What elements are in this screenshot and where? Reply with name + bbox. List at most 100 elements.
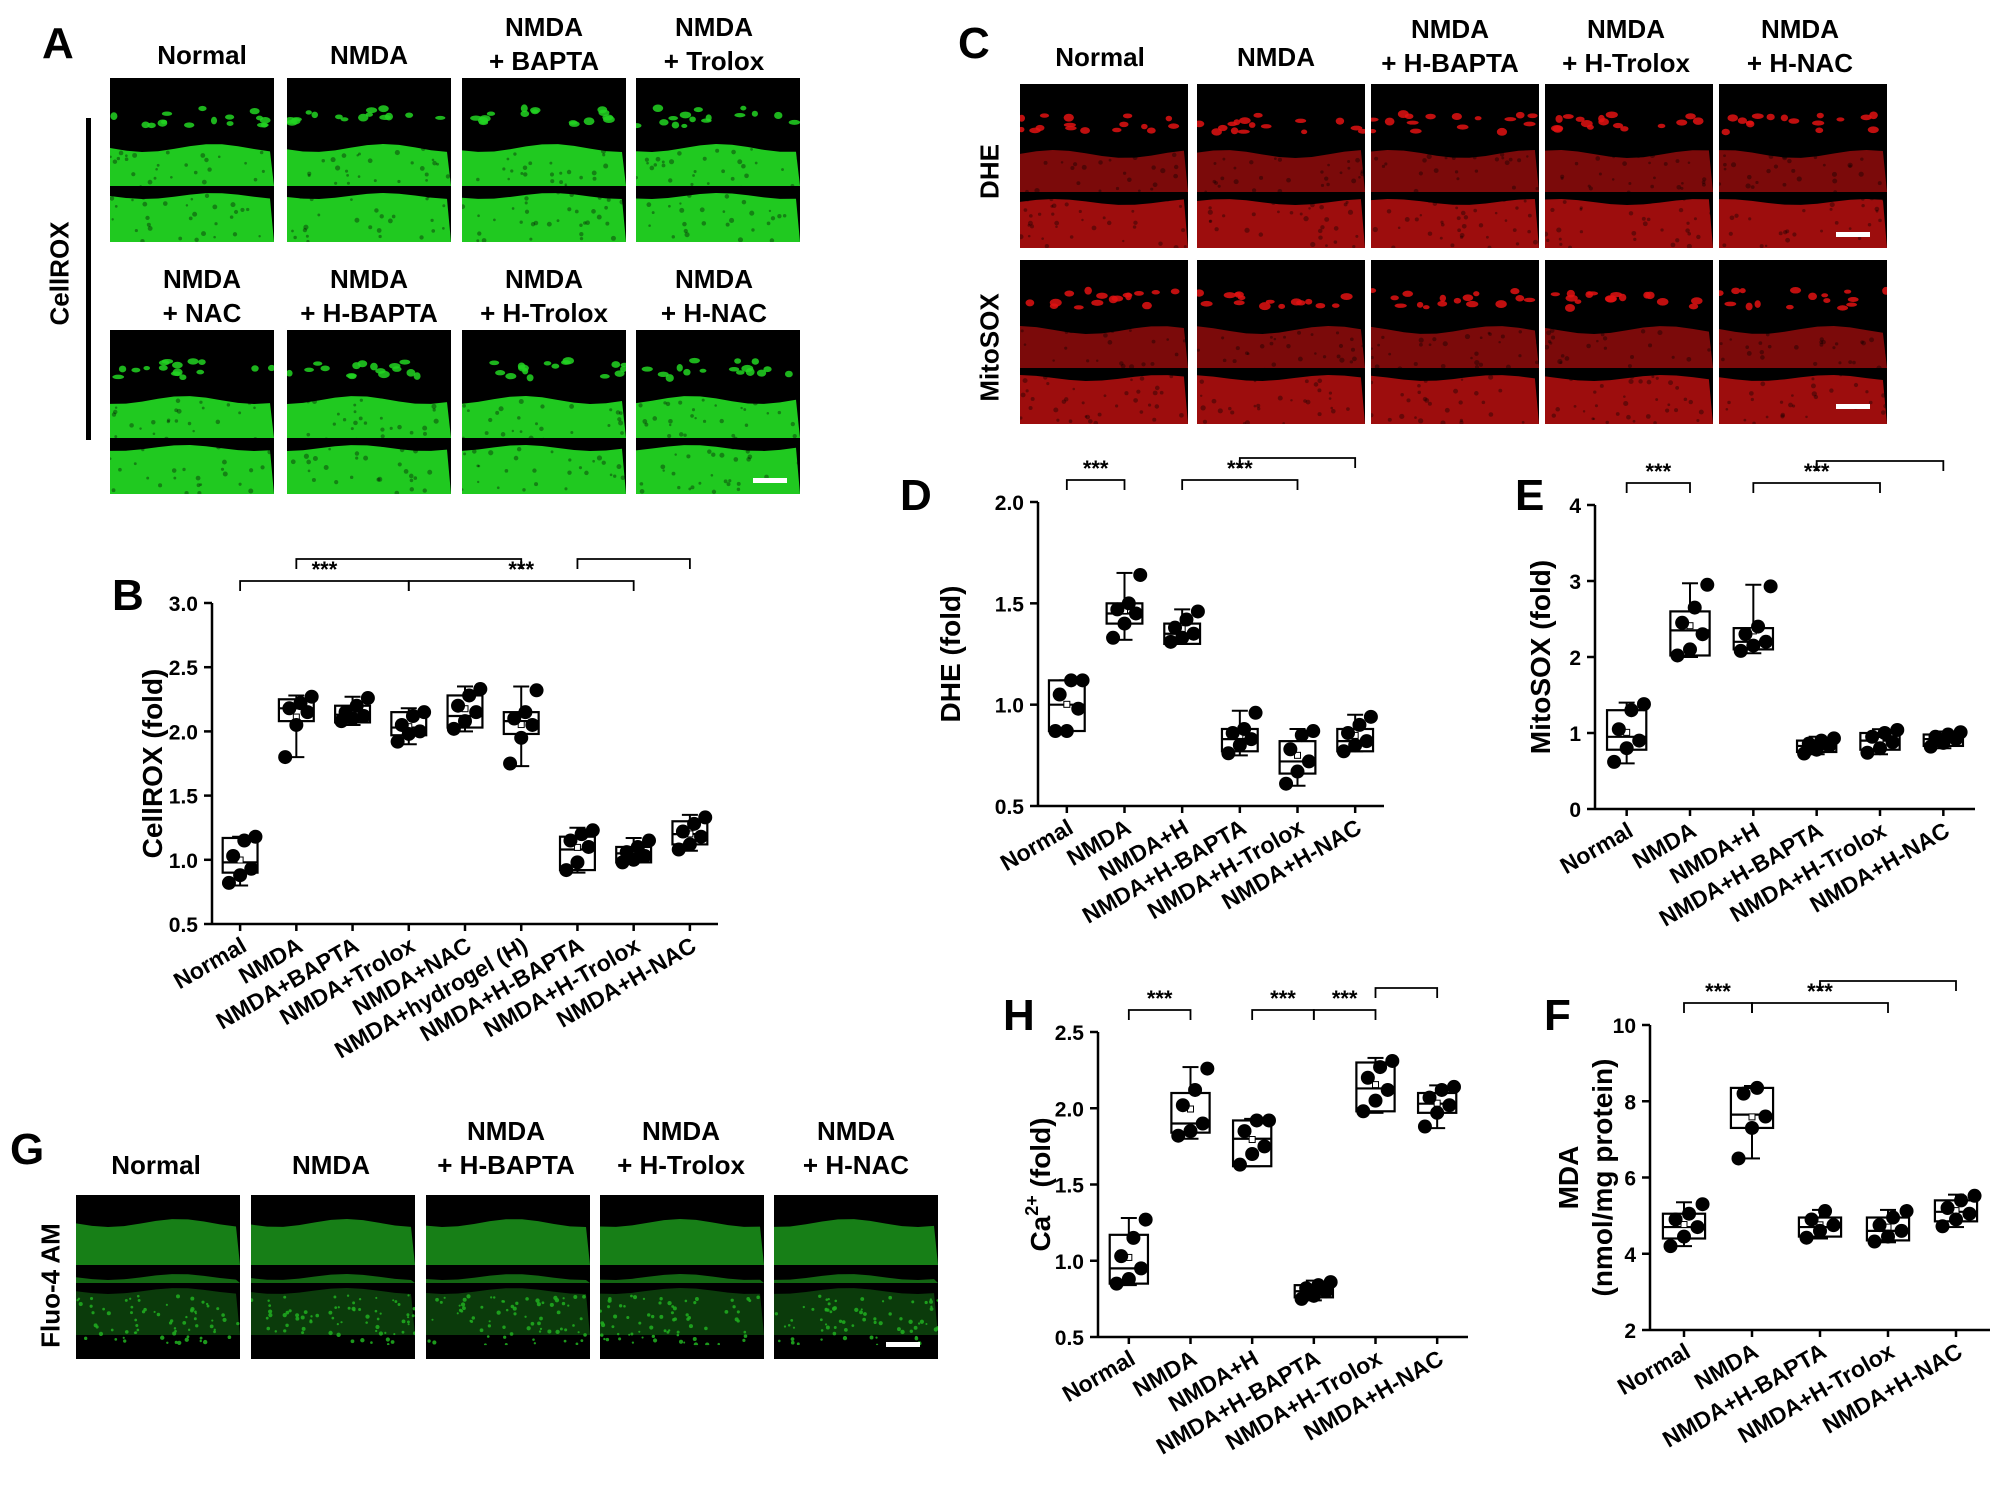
- significance-bracket: ***: [1683, 979, 1753, 1013]
- y-tick-label: 2: [1624, 1320, 1636, 1343]
- y-tick-label: 1.0: [995, 695, 1024, 718]
- data-point: [451, 698, 466, 713]
- cellrox-image-h-trolox: [462, 330, 626, 494]
- significance-label: ***: [1083, 456, 1109, 481]
- data-point: [1075, 673, 1090, 688]
- data-point: [1814, 733, 1829, 748]
- y-tick-label: 1.0: [169, 850, 198, 873]
- data-point: [1677, 1229, 1691, 1244]
- a-title-5: NMDA + NAC: [162, 264, 242, 328]
- cellrox-image-normal: [110, 78, 274, 242]
- y-tick-label: 0.5: [169, 914, 199, 937]
- data-point: [1736, 1086, 1751, 1101]
- data-point: [473, 682, 488, 697]
- box-4: [446, 682, 488, 736]
- significance-bracket: [576, 558, 691, 569]
- y-tick-label: 6: [1624, 1168, 1636, 1191]
- y-tick-label: 1: [1569, 723, 1581, 746]
- c-title-5: NMDA + H-NAC: [1746, 14, 1854, 78]
- data-point: [1183, 1124, 1198, 1139]
- mitosox-image-h-trolox: [1545, 260, 1713, 424]
- significance-bracket: ***: [1065, 456, 1126, 490]
- y-tick-label: 2.0: [995, 492, 1024, 515]
- cellrox-image-bapta: [462, 78, 626, 242]
- data-point: [1171, 1128, 1186, 1143]
- data-point: [360, 691, 375, 706]
- data-point: [1190, 604, 1205, 619]
- data-point: [1323, 1275, 1338, 1290]
- y-tick-label: 4: [1569, 495, 1581, 518]
- data-point: [1607, 754, 1622, 769]
- data-point: [1928, 729, 1943, 744]
- data-point: [1283, 742, 1298, 757]
- data-point: [469, 705, 484, 720]
- data-point: [304, 689, 319, 704]
- data-point: [1348, 738, 1363, 753]
- y-tick-label: 8: [1624, 1091, 1636, 1114]
- y-tick-label: 1.5: [1055, 1175, 1085, 1198]
- data-point: [570, 855, 585, 870]
- box-4: [1933, 1188, 1982, 1234]
- a-title-3: NMDA + BAPTA: [488, 12, 600, 76]
- y-tick-label: 2.0: [169, 721, 198, 744]
- a-title-7: NMDA + H-Trolox: [480, 264, 608, 328]
- data-point: [529, 683, 544, 698]
- data-point: [1134, 1261, 1149, 1276]
- data-point: [1636, 697, 1651, 712]
- data-point: [1175, 630, 1190, 645]
- data-point: [1168, 620, 1183, 635]
- significance-label: ***: [1645, 459, 1671, 484]
- data-point: [518, 705, 533, 720]
- data-point: [293, 696, 308, 711]
- box-mean: [1372, 1081, 1379, 1089]
- data-point: [1071, 701, 1086, 716]
- cellrox-image-nmda: [287, 78, 451, 242]
- data-point: [694, 829, 709, 844]
- bracket-line: [1374, 987, 1439, 998]
- data-point: [1341, 726, 1356, 741]
- data-point: [1877, 726, 1892, 740]
- dhe-image-nmda: [1197, 84, 1365, 248]
- y-tick-label: 3: [1569, 571, 1581, 594]
- data-point: [563, 833, 578, 848]
- x-tick-label: Normal: [1613, 1338, 1695, 1400]
- y-tick-label: 1.5: [169, 786, 199, 809]
- data-point: [1668, 1212, 1683, 1227]
- bracket-line: [239, 580, 410, 591]
- data-point: [1675, 615, 1690, 630]
- data-point: [1363, 709, 1378, 724]
- box-1: [1105, 567, 1148, 645]
- box-1: [1669, 577, 1715, 663]
- panel-label-f: F: [1544, 991, 1571, 1040]
- data-point: [338, 705, 353, 720]
- y-tick-label: 0: [1569, 799, 1581, 822]
- data-point: [1301, 754, 1316, 769]
- data-point: [1746, 638, 1761, 653]
- significance-bracket: ***: [1251, 986, 1315, 1020]
- mitosox-image-nmda: [1197, 260, 1365, 424]
- bracket-line: [1065, 479, 1126, 490]
- a-title-8: NMDA + H-NAC: [660, 264, 768, 328]
- data-point: [248, 829, 263, 844]
- box-5: [1336, 709, 1378, 759]
- data-point: [221, 875, 236, 890]
- data-point: [1695, 627, 1710, 642]
- box-4: [1355, 1053, 1400, 1119]
- data-point: [1682, 1206, 1697, 1221]
- data-point: [1619, 741, 1634, 756]
- data-point: [1670, 648, 1685, 663]
- data-point: [1360, 1070, 1375, 1085]
- data-point: [585, 823, 600, 838]
- data-point: [1117, 616, 1132, 631]
- y-tick-label: 1.5: [995, 593, 1025, 616]
- data-point: [1380, 1082, 1395, 1097]
- data-point: [1249, 1113, 1264, 1128]
- x-tick-label: Normal: [1556, 817, 1638, 879]
- data-point: [1885, 735, 1900, 750]
- data-point: [1758, 634, 1773, 649]
- a-title-4: NMDA + Trolox: [663, 12, 765, 76]
- data-point: [1052, 687, 1067, 702]
- data-point: [1059, 724, 1074, 739]
